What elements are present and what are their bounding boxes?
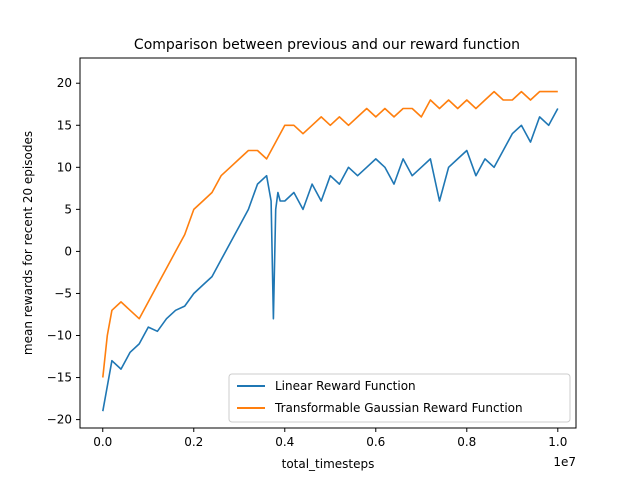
legend-box (228, 373, 571, 423)
x-tick-label: 1.0 (548, 435, 567, 449)
x-tick-label: 0.2 (184, 435, 203, 449)
legend-label-linear: Linear Reward Function (275, 379, 416, 393)
legend-label-gaussian: Transformable Gaussian Reward Function (274, 401, 523, 415)
legend: Linear Reward Function Transformable Gau… (228, 373, 571, 423)
y-tick-label: 15 (57, 118, 72, 132)
x-offset-label: 1e7 (553, 455, 576, 469)
y-tick-label: −15 (47, 371, 72, 385)
y-tick-label: 20 (57, 76, 72, 90)
y-axis: −20 −15 −10 −5 0 5 10 15 20 (47, 76, 80, 427)
series-line-0 (102, 108, 559, 412)
plot-area (102, 90, 559, 412)
x-tick-label: 0.8 (457, 435, 476, 449)
y-tick-label: −10 (47, 329, 72, 343)
x-tick-label: 0.6 (366, 435, 385, 449)
x-tick-label: 0.4 (275, 435, 294, 449)
chart-title: Comparison between previous and our rewa… (134, 37, 520, 53)
series-line-1 (102, 90, 558, 378)
plot-frame (79, 57, 577, 429)
y-tick-label: 10 (57, 160, 72, 174)
x-tick-label: 0.0 (93, 435, 112, 449)
y-tick-label: −5 (54, 286, 72, 300)
x-axis-title: total_timesteps (282, 457, 375, 471)
x-axis: 0.0 0.2 0.4 0.6 0.8 1.0 (93, 428, 567, 449)
y-tick-label: 5 (64, 202, 72, 216)
y-tick-label: −20 (47, 413, 72, 427)
y-axis-title: mean rewards for recent 20 episodes (21, 131, 35, 355)
y-tick-label: 0 (64, 244, 72, 258)
